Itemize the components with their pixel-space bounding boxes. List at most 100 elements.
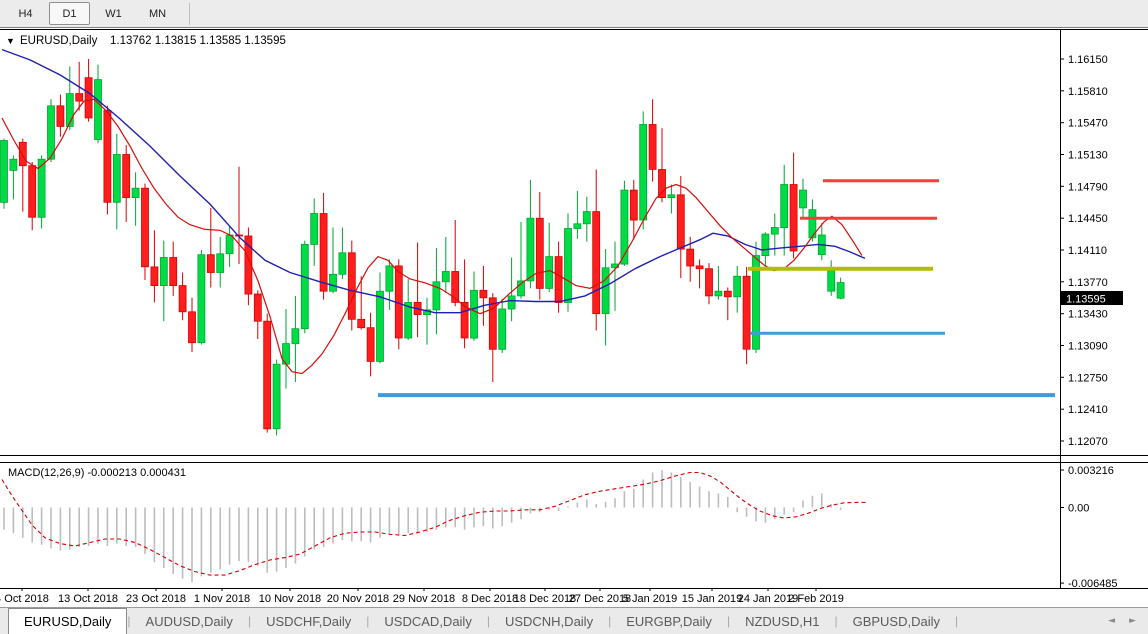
timeframe-button-h4[interactable]: H4 (18, 7, 33, 20)
candle-body (460, 301, 469, 339)
candle-body (141, 187, 149, 268)
candle-body (827, 270, 836, 292)
candle-body (272, 363, 281, 430)
candle-body (770, 227, 779, 235)
candle-body (253, 293, 262, 322)
candle-body (347, 252, 356, 320)
candle-body (620, 189, 629, 265)
symbol-tabbar: EURUSD,Daily | AUDUSD,Daily | USDCHF,Daily | U… (0, 607, 1148, 634)
price-axis-label: 1.14110 (1068, 245, 1107, 257)
date-axis[interactable]: 4 Oct 2018 13 Oct 2018 23 Oct 2018 1 Nov 20… (0, 588, 844, 605)
price-axis-label: 1.16150 (1068, 54, 1108, 66)
tab-separator: | (127, 614, 131, 628)
chart-dropdown-icon[interactable]: ▼ (6, 36, 15, 46)
date-axis-label: 10 Nov 2018 (259, 593, 321, 605)
timeframe-button-mn[interactable]: MN (148, 7, 167, 20)
candle-body (300, 243, 309, 330)
candle-body (75, 93, 84, 102)
timeframe-button-d1[interactable]: D1 (49, 2, 90, 25)
candle-body (582, 211, 591, 225)
macd-indicator-label: MACD(12,26,9) -0.000213 0.000431 (8, 467, 186, 479)
candle-body (752, 255, 760, 350)
tab-separator: | (486, 614, 490, 628)
timeframe-toolbar: H4 D1 W1 MN (0, 0, 1148, 28)
candle-body (488, 297, 497, 350)
tab-separator: | (247, 614, 252, 628)
candle-body (329, 273, 337, 292)
candle-body (225, 234, 234, 255)
symbol-tab-list: EURUSD,Daily | AUDUSD,Daily | USDCHF,Daily | U… (8, 608, 958, 634)
price-axis-label: 1.12410 (1068, 404, 1108, 416)
macd-axis-label: 0.003216 (1068, 465, 1114, 477)
candle-body (376, 290, 384, 362)
symbol-tab-eurusd[interactable]: EURUSD,Daily (8, 608, 128, 634)
date-axis-label: 15 Jan 2019 (682, 593, 743, 605)
symbol-tab-usdcnh[interactable]: USDCNH,Daily (504, 613, 594, 629)
timeframe-button-w1[interactable]: W1 (105, 7, 122, 20)
date-axis-label: 13 Oct 2018 (58, 593, 118, 605)
candle-body (648, 124, 657, 170)
date-axis-label: 27 Dec 2018 (569, 593, 631, 605)
candle-body (686, 248, 695, 267)
chart-title-symbol: EURUSD,Daily (20, 35, 98, 47)
candle-body (507, 295, 516, 310)
candle-body (357, 318, 366, 329)
ma-slow-line (1, 48, 866, 314)
candle-body (676, 194, 685, 250)
tab-scroll-left-icon[interactable]: ◄ (1108, 616, 1116, 626)
candle-body (0, 140, 8, 203)
candles-layer (0, 59, 845, 436)
candle-body (122, 154, 131, 198)
price-axis-label: 1.13090 (1068, 341, 1108, 353)
candle-body (131, 187, 140, 198)
candle-body (244, 235, 253, 295)
candle-body (310, 213, 319, 245)
candle-body (799, 189, 807, 209)
tab-separator: | (366, 614, 370, 628)
macd-axis-label: 0.00 (1068, 503, 1089, 515)
candle-body (592, 211, 601, 315)
candle-body (554, 256, 563, 303)
candle-body (705, 268, 713, 297)
symbol-tab-gbpusd[interactable]: GBPUSD,Daily (852, 613, 941, 629)
tab-scroll-right-icon[interactable]: ► (1129, 616, 1136, 626)
symbol-tab-audusd[interactable]: AUDUSD,Daily (145, 613, 233, 629)
candle-body (517, 280, 525, 297)
price-axis[interactable]: 1.16150 1.15810 1.15470 1.15130 1.14790 1.144… (1060, 54, 1108, 448)
macd-signal-line (1, 471, 867, 576)
date-axis-label: 1 Nov 2018 (194, 593, 250, 605)
horizontal-lines-layer[interactable] (378, 179, 1055, 398)
candle-body (178, 285, 187, 313)
candle-body (188, 311, 196, 344)
tab-separator: | (608, 614, 612, 628)
symbol-tab-eurgbp[interactable]: EURGBP,Daily (626, 613, 712, 629)
moving-averages-layer (1, 48, 866, 375)
current-price-tag-text: 1.13595 (1066, 294, 1106, 306)
price-axis-label: 1.14790 (1068, 181, 1108, 193)
candle-body (338, 252, 347, 275)
tab-separator: | (955, 614, 959, 628)
candle-body (159, 257, 168, 287)
symbol-tab-nzdusd[interactable]: NZDUSD,H1 (745, 613, 820, 629)
candle-body (667, 194, 676, 199)
candle-body (526, 217, 535, 282)
toolbar-separator (189, 2, 190, 25)
candle-body (28, 165, 37, 218)
date-axis-label: 5 Jan 2019 (623, 593, 677, 605)
candle-body (319, 213, 328, 292)
candle-body (150, 266, 159, 286)
candle-body (206, 254, 215, 273)
ma-fast-line (1, 98, 863, 375)
date-axis-label: 23 Oct 2018 (126, 593, 186, 605)
candle-body (479, 289, 488, 299)
candle-body (366, 327, 375, 362)
symbol-tab-usdchf[interactable]: USDCHF,Daily (266, 613, 352, 629)
symbol-tab-usdcad[interactable]: USDCAD,Daily (384, 613, 472, 629)
candle-body (451, 271, 460, 303)
candle-body (65, 93, 74, 127)
candle-body (761, 233, 770, 257)
candle-body (432, 281, 441, 311)
candle-body (658, 169, 666, 199)
timeframe-button-group: H4 D1 W1 MN (5, 2, 181, 25)
